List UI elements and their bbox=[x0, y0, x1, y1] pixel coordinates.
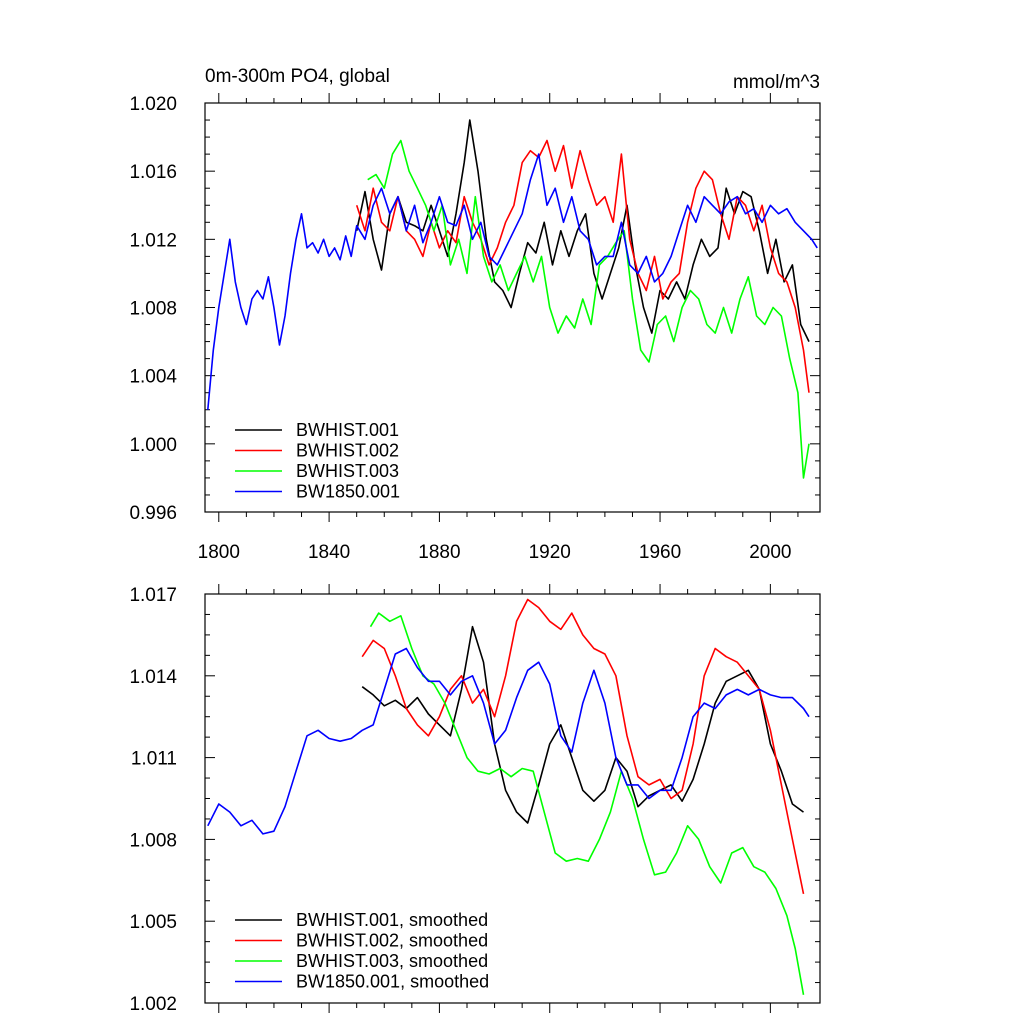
x-tick-label: 1960 bbox=[639, 542, 681, 563]
bottom-panel: 1.002 1.005 1.008 1.011 1.014 1.017 BWHIST.00… bbox=[129, 584, 821, 1015]
series-lines bbox=[207, 119, 818, 479]
x-tick-labels: 1800 1840 1880 1920 1960 2000 bbox=[198, 542, 792, 563]
x-tick-label: 1920 bbox=[529, 542, 571, 563]
y-tick-label: 1.008 bbox=[129, 299, 177, 320]
series-line-bwhist-001 bbox=[355, 119, 810, 342]
series-line-bw1850-001-smoothed bbox=[207, 647, 810, 835]
top-panel: 0m-300m PO4, global mmol/m^3 0.996 1.000 1… bbox=[129, 66, 821, 563]
x-tick-label: 2000 bbox=[749, 542, 791, 563]
y-tick-label: 1.012 bbox=[129, 230, 177, 251]
y-tick-label: 1.011 bbox=[131, 749, 177, 770]
y-tick-label: 1.020 bbox=[129, 94, 177, 115]
y-tick-label: 1.017 bbox=[129, 585, 177, 606]
series-line-bwhist-003-smoothed bbox=[369, 612, 805, 995]
series-lines bbox=[207, 598, 810, 995]
y-tick-label: 1.016 bbox=[129, 162, 177, 183]
y-tick-labels: 0.996 1.000 1.004 1.008 1.012 1.016 1.020 bbox=[129, 94, 177, 524]
y-tick-label: 1.014 bbox=[129, 667, 177, 688]
series-line-bwhist-001-smoothed bbox=[361, 625, 804, 824]
legend-label: BWHIST.002 bbox=[296, 441, 399, 461]
y-tick-label: 1.002 bbox=[129, 994, 177, 1015]
legend-label: BWHIST.001 bbox=[296, 420, 399, 440]
series-line-bw1850-001 bbox=[207, 153, 818, 410]
y-tick-label: 1.004 bbox=[129, 367, 177, 388]
x-tick-label: 1880 bbox=[418, 542, 460, 563]
legend-label: BWHIST.001, smoothed bbox=[296, 910, 488, 930]
legend-label: BW1850.001, smoothed bbox=[296, 972, 489, 992]
tick-marks bbox=[205, 93, 820, 522]
y-tick-label: 0.996 bbox=[129, 503, 177, 524]
panel-title: 0m-300m PO4, global bbox=[205, 66, 390, 87]
y-tick-label: 1.008 bbox=[129, 830, 177, 851]
units-label: mmol/m^3 bbox=[733, 72, 820, 93]
legend-label: BWHIST.003 bbox=[296, 461, 399, 481]
y-tick-labels: 1.002 1.005 1.008 1.011 1.014 1.017 bbox=[129, 585, 177, 1015]
tick-marks bbox=[205, 584, 820, 1013]
x-tick-label: 1800 bbox=[198, 542, 240, 563]
series-line-bwhist-002 bbox=[355, 139, 810, 393]
legend-label: BWHIST.003, smoothed bbox=[296, 951, 488, 971]
x-tick-label: 1840 bbox=[308, 542, 350, 563]
legend-label: BW1850.001 bbox=[296, 482, 400, 502]
y-tick-label: 1.005 bbox=[129, 912, 177, 933]
y-tick-label: 1.000 bbox=[129, 435, 177, 456]
series-line-bwhist-002-smoothed bbox=[361, 598, 805, 895]
legend-label: BWHIST.002, smoothed bbox=[296, 931, 488, 951]
